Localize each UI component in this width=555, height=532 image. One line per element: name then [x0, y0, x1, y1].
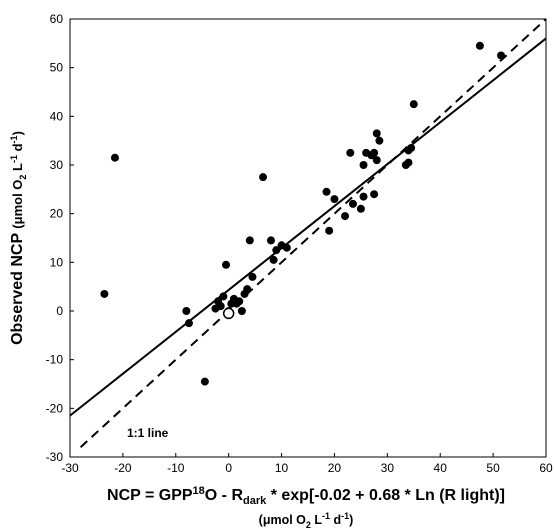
open-data-point: [222, 307, 235, 320]
data-point: [372, 156, 381, 165]
y-tick-label: 10: [50, 255, 64, 269]
x-tick-label: 40: [434, 461, 448, 475]
data-points: [100, 41, 506, 386]
y-tick-label: -20: [46, 401, 64, 415]
fit-lines: [69, 18, 547, 449]
x-tick-label: -30: [61, 461, 79, 475]
data-point: [475, 41, 484, 50]
y-tick-label: 60: [50, 12, 64, 26]
plot-frame: [69, 18, 547, 458]
y-tick-label: -10: [46, 353, 64, 367]
y-tick-label: 20: [50, 207, 64, 221]
one-to-one-label: 1:1 line: [127, 426, 169, 440]
y-tick-label: 40: [50, 109, 64, 123]
regression-line: [69, 37, 547, 417]
y-tick-label: 50: [50, 61, 64, 75]
data-point: [372, 129, 381, 138]
data-point: [269, 255, 278, 264]
y-tick-label: 30: [50, 158, 64, 172]
data-point: [266, 236, 275, 245]
x-tick-label: 0: [225, 461, 232, 475]
data-point: [243, 285, 252, 294]
data-point: [100, 289, 109, 298]
data-point: [375, 136, 384, 145]
x-tick-label: 60: [539, 461, 553, 475]
y-tick-label: 0: [56, 304, 63, 318]
data-point: [356, 204, 365, 213]
data-point: [110, 153, 119, 162]
data-point: [341, 212, 350, 221]
data-point: [359, 161, 368, 169]
data-point: [245, 236, 254, 245]
data-point: [346, 148, 355, 157]
data-point: [325, 226, 334, 235]
one-to-one-line: [79, 18, 547, 449]
data-point: [259, 173, 268, 182]
data-point: [272, 246, 281, 255]
data-point: [235, 297, 244, 306]
x-tick-label: -10: [167, 461, 185, 475]
x-tick-label: 20: [328, 461, 342, 475]
data-point: [200, 377, 209, 386]
data-point: [185, 319, 193, 328]
data-point: [497, 51, 506, 60]
data-point: [330, 195, 339, 204]
data-point: [409, 100, 418, 109]
data-point: [370, 190, 379, 199]
data-point: [359, 192, 368, 201]
data-point: [370, 148, 379, 157]
x-tick-label: 30: [381, 461, 395, 475]
x-tick-label: 50: [486, 461, 500, 475]
y-axis-label: Observed NCP (μmol O2 L-1 d-1): [9, 131, 28, 345]
x-axis-unit: (μmol O2 L-1 d-1): [259, 511, 354, 530]
data-point: [407, 143, 416, 152]
data-point: [219, 292, 228, 301]
data-point: [404, 158, 413, 167]
data-point: [182, 307, 191, 315]
x-axis-label: NCP = GPP18O - Rdark * exp[-0.02 + 0.68 …: [107, 485, 505, 507]
data-point: [248, 272, 257, 281]
x-tick-label: -20: [114, 461, 132, 475]
x-tick-label: 10: [275, 461, 289, 475]
y-tick-label: -30: [46, 450, 64, 464]
data-point: [322, 187, 331, 196]
data-point: [222, 260, 231, 269]
data-point: [237, 307, 246, 315]
y-axis-ticks: -30 -20 -10 0 10 20 30 40 50 60: [46, 12, 74, 464]
data-point: [282, 243, 291, 252]
data-point: [348, 199, 357, 208]
x-axis-ticks: -30 -20 -10 0 10 20 30 40 50 60: [61, 453, 553, 475]
data-point: [216, 302, 225, 311]
